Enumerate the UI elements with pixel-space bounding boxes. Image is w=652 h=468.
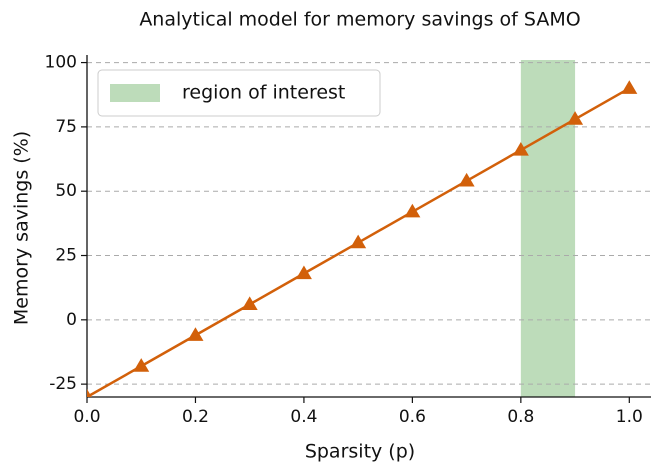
- plot-area: [87, 80, 638, 397]
- data-point: [458, 172, 475, 187]
- y-tick-label: 50: [55, 181, 77, 201]
- x-tick-label: 0.0: [73, 407, 100, 427]
- data-point: [567, 111, 584, 125]
- legend-label: region of interest: [182, 82, 345, 104]
- data-point: [187, 327, 204, 341]
- y-tick-label: -25: [49, 374, 77, 394]
- data-point: [621, 80, 638, 94]
- span-region: [520, 60, 576, 397]
- chart-title: Analytical model for memory savings of S…: [139, 9, 580, 31]
- x-tick-label: 1.0: [616, 407, 643, 427]
- data-point: [350, 234, 367, 249]
- legend-box: [97, 69, 381, 117]
- y-tick-label: 100: [45, 53, 77, 73]
- x-axis-label: Sparsity (p): [305, 441, 415, 463]
- x-tick-label: 0.2: [182, 407, 209, 427]
- data-point: [512, 142, 529, 156]
- y-tick-label: 25: [55, 246, 77, 266]
- data-point: [87, 389, 92, 397]
- data-point: [295, 265, 312, 280]
- data-point: [133, 358, 150, 372]
- x-tick-label: 0.6: [399, 407, 426, 427]
- legend-swatch: [110, 84, 160, 102]
- data-point: [404, 203, 421, 218]
- x-tick-label: 0.4: [290, 407, 317, 427]
- y-tick-label: 75: [55, 117, 77, 137]
- y-tick-label: 0: [66, 310, 77, 330]
- y-axis-label: Memory savings (%): [11, 131, 33, 325]
- x-tick-label: 0.8: [507, 407, 534, 427]
- data-point: [241, 296, 258, 310]
